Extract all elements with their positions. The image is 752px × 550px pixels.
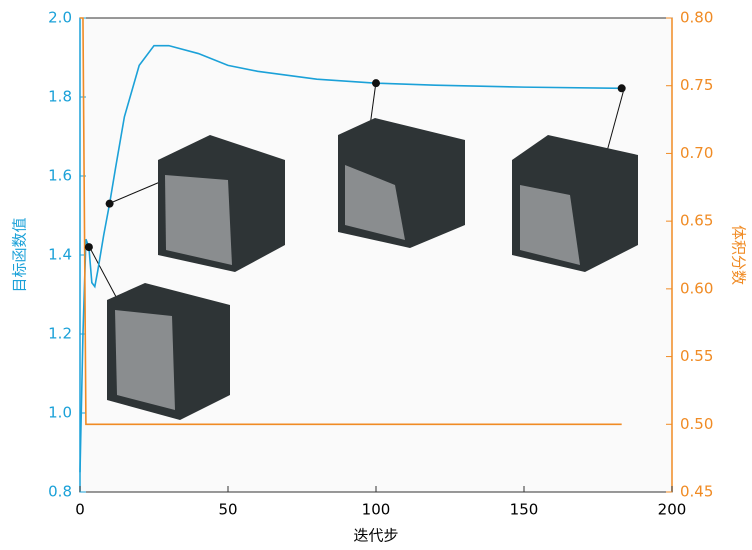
y2-tick-label: 0.70 bbox=[680, 144, 713, 162]
x-tick-label: 0 bbox=[75, 501, 85, 519]
x-tick-label: 200 bbox=[658, 501, 687, 519]
y-tick-label: 1.4 bbox=[48, 246, 72, 264]
structure-render bbox=[107, 283, 230, 420]
y2-axis-label: 体积分数 bbox=[730, 225, 748, 285]
y-axis-label: 目标函数值 bbox=[11, 217, 29, 292]
x-axis-label: 迭代步 bbox=[353, 527, 398, 545]
x-tick-label: 100 bbox=[362, 501, 391, 519]
y2-tick-label: 0.60 bbox=[680, 279, 713, 297]
y2-tick-label: 0.65 bbox=[680, 212, 713, 230]
x-tick-label: 50 bbox=[218, 501, 237, 519]
highlight-point bbox=[106, 200, 114, 208]
y2-tick-label: 0.55 bbox=[680, 347, 713, 365]
y2-tick-label: 0.50 bbox=[680, 415, 713, 433]
y2-tick-label: 0.75 bbox=[680, 76, 713, 94]
structure-render bbox=[158, 135, 285, 272]
y-tick-label: 1.2 bbox=[48, 325, 72, 343]
y-tick-label: 1.6 bbox=[48, 167, 72, 185]
structure-render bbox=[338, 118, 465, 248]
highlight-point bbox=[85, 243, 93, 251]
highlight-point bbox=[618, 84, 626, 92]
structure-render bbox=[512, 135, 638, 272]
y-tick-label: 1.8 bbox=[48, 88, 72, 106]
y-tick-label: 2.0 bbox=[48, 9, 72, 27]
y-tick-label: 0.8 bbox=[48, 483, 72, 501]
y2-tick-label: 0.45 bbox=[680, 483, 713, 501]
chart: 迭代步 目标函数值 体积分数 0 50 100 150 200 0.8 1.0 1.2 1.4 1… bbox=[0, 0, 752, 550]
y-tick-label: 1.0 bbox=[48, 404, 72, 422]
x-tick-label: 150 bbox=[510, 501, 539, 519]
highlight-point bbox=[372, 79, 380, 87]
y2-tick-label: 0.80 bbox=[680, 9, 713, 27]
